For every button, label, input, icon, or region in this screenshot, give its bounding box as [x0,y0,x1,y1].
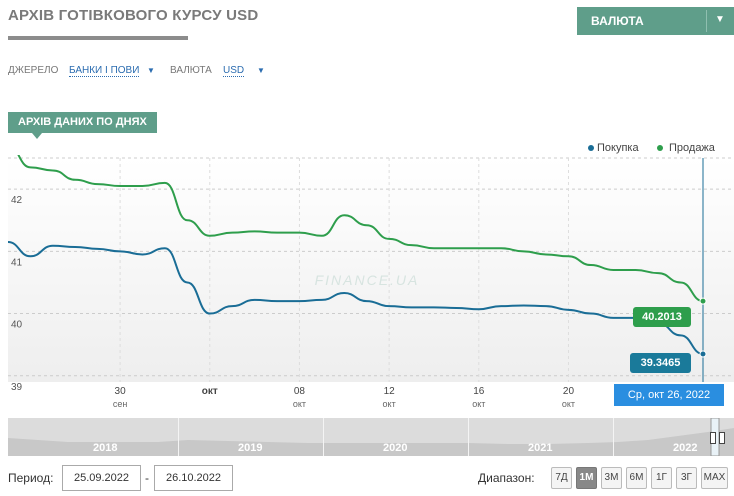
period-from-input[interactable]: 25.09.2022 [62,465,141,491]
x-tick-month: окт [562,399,575,409]
currency-button-divider [706,10,707,32]
navigator-year-label: 2019 [238,442,263,454]
range-button-5[interactable]: 3Г [676,467,697,489]
range-button-0[interactable]: 7Д [551,467,572,489]
chevron-down-icon: ▼ [715,14,725,25]
x-tick-month: окт [383,399,396,409]
x-tick-label: 16 [473,386,485,397]
currency-label: ВАЛЮТА [170,65,212,76]
buy-value-badge: 39.3465 [630,353,691,373]
rate-chart[interactable]: FINANCE.UA 39 40 41 42 30 сен окт 08 окт 12 окт 16… [0,155,734,417]
period-label: Период: [8,471,54,485]
series-marker-buy [699,350,707,358]
y-tick-label: 39 [11,382,23,393]
x-tick-label: 30 [115,386,127,397]
x-tick-label: окт [202,386,218,397]
source-label: ДЖЕРЕЛО [8,65,59,76]
navigator-handle-right[interactable] [719,432,725,444]
series-line-sell[interactable] [8,155,704,303]
title-underline [8,36,188,40]
currency-button-label: ВАЛЮТА [591,14,644,28]
date-tooltip: Ср, окт 26, 2022 [614,384,724,406]
currency-dropdown-button[interactable]: ВАЛЮТА ▼ [577,7,734,35]
range-button-2[interactable]: 3М [601,467,622,489]
navigator-year-divider [323,418,324,456]
range-button-1[interactable]: 1М [576,467,597,489]
legend-label-sell[interactable]: Продажа [669,142,715,154]
currency-chevron-down-icon[interactable]: ▼ [257,66,265,75]
legend-label-buy[interactable]: Покупка [597,142,639,154]
navigator-year-label: 2020 [383,442,408,454]
watermark: FINANCE.UA [315,272,420,288]
y-tick-label: 42 [11,195,23,206]
section-tag: АРХІВ ДАНИХ ПО ДНЯХ [8,112,157,133]
legend-dot-sell [657,145,663,151]
source-select[interactable]: БАНКИ І ПОВИ [69,65,140,77]
source-chevron-down-icon[interactable]: ▼ [147,66,155,75]
y-tick-label: 41 [11,257,23,268]
range-button-6[interactable]: MAX [701,467,728,489]
period-separator: - [145,471,149,485]
x-tick-month: окт [293,399,306,409]
legend-dot-buy [588,145,594,151]
x-tick-label: 08 [294,386,306,397]
range-button-3[interactable]: 6М [626,467,647,489]
navigator-year-divider [178,418,179,456]
x-tick-label: 20 [563,386,575,397]
chart-navigator[interactable]: 2018 2019 2020 2021 2022 [8,418,734,456]
x-tick-label: 12 [384,386,396,397]
navigator-year-divider [468,418,469,456]
navigator-year-divider [613,418,614,456]
sell-value-badge: 40.2013 [633,307,691,327]
navigator-year-label: 2021 [528,442,553,454]
x-tick-month: сен [113,399,128,409]
period-to-input[interactable]: 26.10.2022 [154,465,233,491]
page-title: АРХІВ ГОТІВКОВОГО КУРСУ USD [8,7,259,24]
navigator-handle-left[interactable] [710,432,716,444]
y-tick-label: 40 [11,320,23,331]
navigator-year-label: 2022 [673,442,698,454]
x-tick-month: окт [472,399,485,409]
navigator-year-label: 2018 [93,442,118,454]
section-tag-pointer [32,133,42,139]
range-button-4[interactable]: 1Г [651,467,672,489]
series-marker-sell [699,297,707,305]
range-label: Диапазон: [478,471,535,485]
series-line-buy[interactable] [7,241,704,355]
navigator-series-area [8,428,734,456]
currency-select[interactable]: USD [223,65,245,77]
